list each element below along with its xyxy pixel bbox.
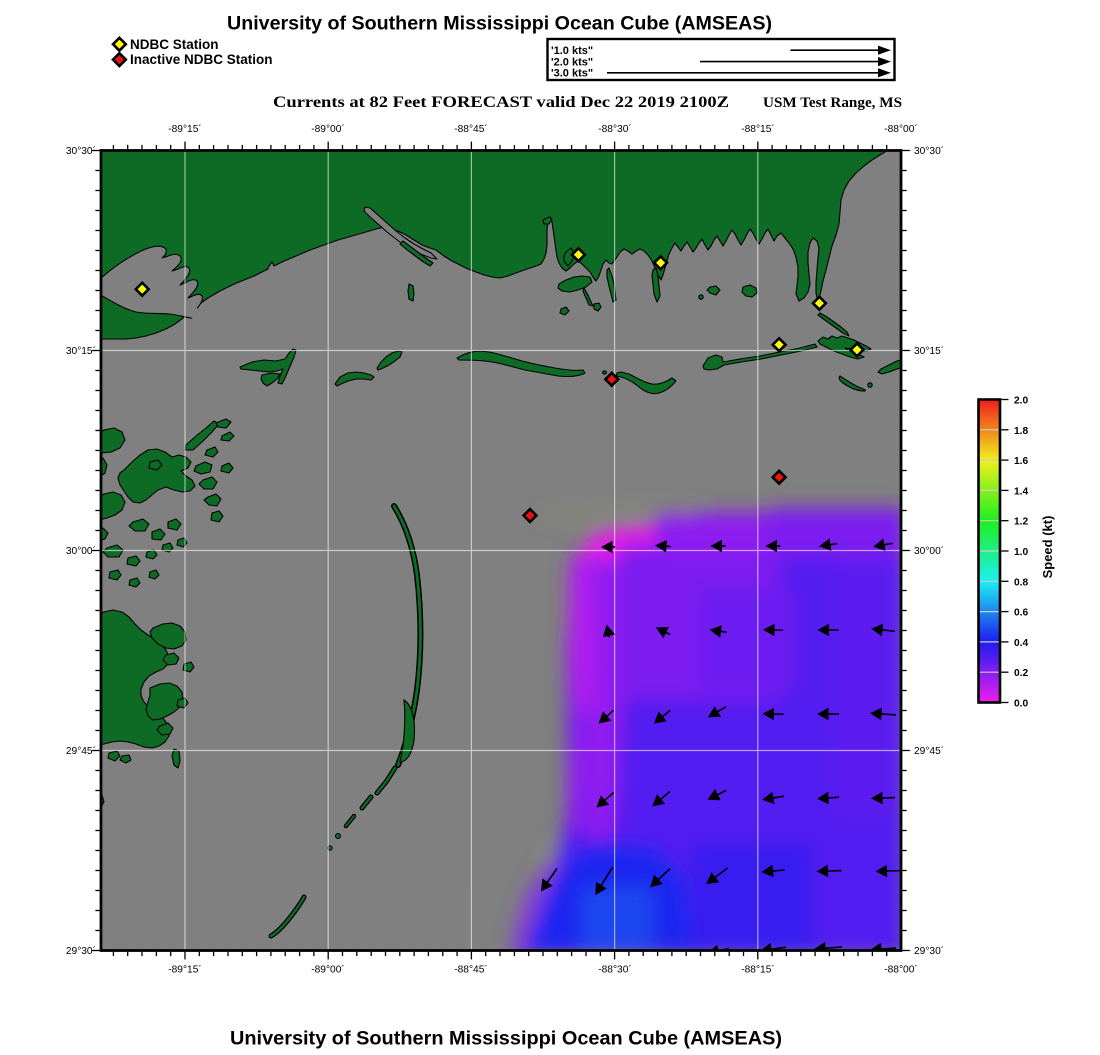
svg-text:0.0: 0.0 [1014, 699, 1028, 710]
svg-text:-89°00´: -89°00´ [311, 964, 345, 976]
svg-text:1.2: 1.2 [1014, 517, 1028, 528]
svg-text:-88°30´: -88°30´ [598, 964, 632, 976]
svg-text:USM Test Range, MS: USM Test Range, MS [763, 95, 902, 111]
svg-text:Inactive NDBC Station: Inactive NDBC Station [130, 52, 273, 67]
svg-text:29°30´: 29°30´ [914, 945, 944, 957]
svg-text:30°15´: 30°15´ [914, 345, 944, 357]
svg-text:0.2: 0.2 [1014, 668, 1028, 679]
svg-text:30°00´: 30°00´ [914, 545, 944, 557]
svg-text:-88°15´: -88°15´ [741, 964, 775, 976]
svg-text:Speed (kt): Speed (kt) [1040, 516, 1055, 579]
svg-text:2.0: 2.0 [1014, 396, 1028, 407]
svg-text:-88°45´: -88°45´ [454, 123, 488, 135]
svg-text:-88°45´: -88°45´ [454, 964, 488, 976]
svg-text:-88°15´: -88°15´ [741, 123, 775, 135]
svg-text:29°30´: 29°30´ [66, 945, 96, 957]
svg-text:University of Southern Mississ: University of Southern Mississippi Ocean… [227, 13, 772, 34]
svg-text:30°30´: 30°30´ [66, 145, 96, 157]
svg-text:30°30´: 30°30´ [914, 145, 944, 157]
svg-text:-89°15´: -89°15´ [168, 964, 202, 976]
svg-text:1.4: 1.4 [1014, 486, 1028, 497]
svg-text:'1.0 kts": '1.0 kts" [551, 45, 593, 57]
svg-text:-88°00´: -88°00´ [884, 123, 918, 135]
svg-text:30°15´: 30°15´ [66, 345, 96, 357]
svg-text:29°45´: 29°45´ [914, 745, 944, 757]
svg-text:1.8: 1.8 [1014, 426, 1028, 437]
svg-text:NDBC Station: NDBC Station [130, 37, 219, 52]
svg-text:1.6: 1.6 [1014, 456, 1028, 467]
svg-text:0.8: 0.8 [1014, 577, 1028, 588]
svg-text:-89°00´: -89°00´ [311, 123, 345, 135]
svg-text:0.6: 0.6 [1014, 608, 1028, 619]
svg-text:1.0: 1.0 [1014, 547, 1028, 558]
svg-text:Currents at 82 Feet FORECAST v: Currents at 82 Feet FORECAST valid Dec 2… [273, 94, 729, 111]
svg-text:-88°00´: -88°00´ [884, 964, 918, 976]
svg-text:-88°30´: -88°30´ [598, 123, 632, 135]
svg-text:0.4: 0.4 [1014, 638, 1028, 649]
svg-text:'3.0 kts": '3.0 kts" [551, 68, 593, 80]
svg-text:-89°15´: -89°15´ [168, 123, 202, 135]
svg-text:29°45´: 29°45´ [66, 745, 96, 757]
svg-text:University of Southern Mississ: University of Southern Mississippi Ocean… [230, 1028, 782, 1049]
svg-text:30°00´: 30°00´ [66, 545, 96, 557]
